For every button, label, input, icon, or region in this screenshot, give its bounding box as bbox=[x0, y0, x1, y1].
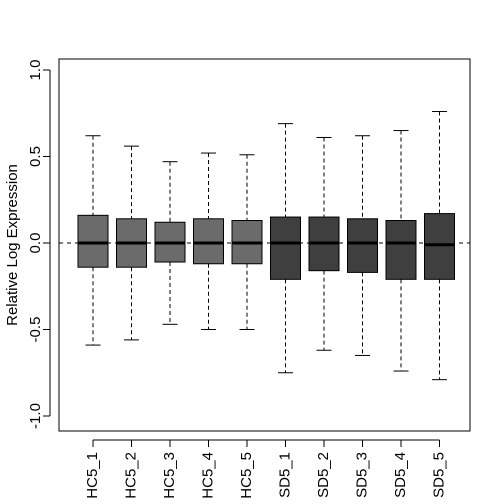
box-body bbox=[385, 220, 417, 280]
box-SD5_3 bbox=[347, 135, 378, 356]
x-tick-label: HC5_4 bbox=[199, 452, 216, 499]
y-tick-label: 1.0 bbox=[27, 60, 44, 81]
box-SD5_4 bbox=[385, 130, 417, 372]
box-body bbox=[193, 218, 224, 265]
x-tick-label: HC5_5 bbox=[238, 452, 255, 499]
box-body bbox=[347, 218, 378, 273]
box-body bbox=[270, 216, 301, 280]
box-HC5_1 bbox=[77, 135, 109, 346]
y-axis-label: Relative Log Expression bbox=[4, 164, 21, 326]
x-tick-label: SD5_4 bbox=[392, 452, 409, 498]
y-tick-label: 0.0 bbox=[27, 233, 44, 254]
x-tick-label: SD5_1 bbox=[276, 452, 293, 498]
x-tick-label: SD5_5 bbox=[430, 452, 447, 498]
box-HC5_4 bbox=[193, 152, 224, 330]
x-tick-label: HC5_3 bbox=[161, 452, 178, 499]
box-SD5_1 bbox=[270, 123, 301, 374]
box-HC5_2 bbox=[116, 145, 147, 341]
box-HC5_3 bbox=[154, 161, 186, 325]
x-tick-label: HC5_1 bbox=[84, 452, 101, 499]
box-body bbox=[77, 214, 109, 268]
box-body bbox=[424, 213, 455, 280]
box-layer bbox=[77, 111, 455, 381]
y-tick-label: 0.5 bbox=[27, 146, 44, 167]
x-tick-label: HC5_2 bbox=[122, 452, 139, 499]
box-SD5_5 bbox=[424, 111, 455, 381]
box-SD5_2 bbox=[308, 136, 340, 351]
box-HC5_5 bbox=[231, 154, 263, 330]
y-tick-label: -1.0 bbox=[27, 403, 44, 429]
plot-frame bbox=[58, 58, 471, 432]
y-tick-label: -0.5 bbox=[27, 317, 44, 343]
y-axis: -1.0 -0.5 0.0 0.5 1.0 bbox=[27, 60, 51, 429]
x-tick-label: SD5_2 bbox=[315, 452, 332, 498]
x-tick-label: SD5_3 bbox=[353, 452, 370, 498]
x-axis: HC5_1 HC5_2 HC5_3 HC5_4 HC5_5 SD5_1 SD5_2 SD5_3… bbox=[84, 439, 447, 499]
